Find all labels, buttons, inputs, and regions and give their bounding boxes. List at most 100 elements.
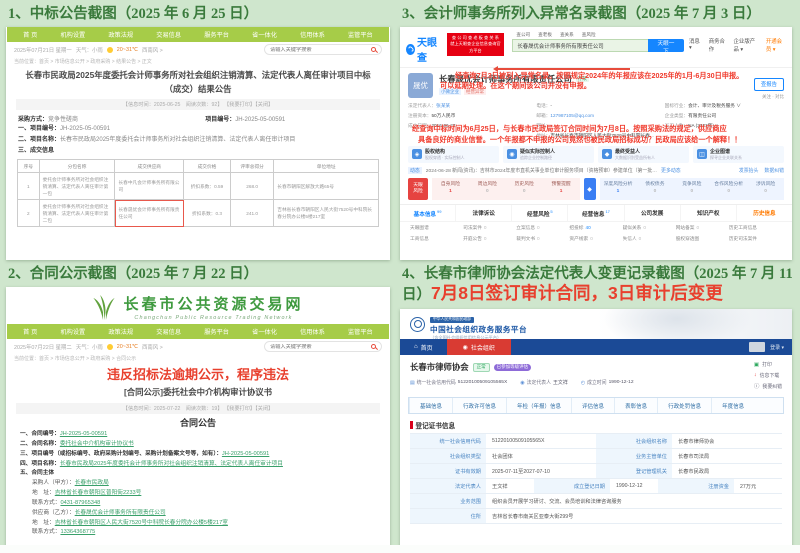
contract-line-value[interactable]: 吉林省长春市朝阳区普阳街2233号: [54, 490, 142, 497]
risk-cell[interactable]: 债权债务 0: [645, 182, 665, 195]
company-tab[interactable]: 经营信息17: [567, 205, 623, 222]
org-tab[interactable]: 行政处罚信息: [657, 398, 711, 413]
nav-item[interactable]: 政策法规: [108, 329, 134, 337]
detail-grid-item[interactable]: 开庭公告 0: [463, 236, 487, 242]
detail-grid-item[interactable]: 司法案件 0: [463, 225, 487, 231]
feature-card[interactable]: ◈ 股权结构 股权穿透 · 实际控制人: [408, 145, 499, 164]
company-tab[interactable]: 法律诉讼: [455, 205, 511, 222]
nav-item[interactable]: 首 页: [23, 329, 38, 337]
detail-grid-item[interactable]: 立案信息 0: [516, 225, 540, 231]
news-right-link[interactable]: 发票抬头: [738, 169, 759, 175]
report-button[interactable]: 查报告: [753, 77, 784, 91]
detail-grid-item[interactable]: 裁判文书 0: [516, 236, 540, 242]
detail-grid-item[interactable]: 工商信息: [410, 236, 429, 242]
search-tab[interactable]: 查老板: [538, 32, 552, 38]
login-link[interactable]: 登录 ▾: [770, 344, 784, 351]
contract-line-value[interactable]: 长春市民政局: [74, 480, 109, 487]
org-tab[interactable]: 年检（年报）信息: [506, 398, 571, 413]
risk-cell[interactable]: 深度风险分析 1: [603, 182, 633, 195]
risk-cell[interactable]: 周边风险 0: [477, 182, 497, 195]
detail-grid-item[interactable]: 失信人 0: [622, 236, 642, 242]
search-icon[interactable]: [371, 344, 376, 350]
field-row: 法定代表人 王文祥 成立登记日期 1990-12-12 注册资金 27万元: [410, 479, 782, 494]
search-box-small[interactable]: [749, 342, 766, 352]
risk-cell[interactable]: 自身风险 1: [440, 182, 461, 195]
company-tab[interactable]: 经营风险5: [511, 205, 567, 222]
side-action[interactable]: ⓘ 我要纠错: [753, 384, 782, 390]
detail-grid-item[interactable]: 招投标 40: [569, 225, 591, 231]
nav-item[interactable]: 机构设置: [60, 329, 86, 337]
nav-home[interactable]: ⌂ 首页: [414, 344, 433, 352]
search-input[interactable]: [270, 46, 368, 53]
feature-card[interactable]: ◫ 企业图谱 探寻企业关联关系: [693, 145, 784, 164]
nav-item[interactable]: 信用体系: [300, 329, 325, 337]
org-tab[interactable]: 基础信息: [409, 398, 452, 413]
search-tab[interactable]: 查关系: [559, 32, 574, 38]
follow-compare-links[interactable]: 关注 · 对比: [762, 94, 784, 100]
org-tab[interactable]: 表彰信息: [614, 398, 657, 413]
company-tab[interactable]: 公司发展: [623, 205, 680, 222]
nav-item[interactable]: 交易信息: [156, 329, 182, 337]
nav-item[interactable]: 服务平台: [204, 329, 229, 337]
risk-cell[interactable]: 涉诉风险 0: [755, 182, 776, 195]
tyc-search-input[interactable]: [512, 39, 648, 53]
nav-social-org-active[interactable]: ◉ 社会组织: [446, 339, 511, 355]
contract-line-value[interactable]: 吉林省长春市朝阳区人民大街7520号中科院长春分院办公楼5楼217室: [54, 519, 228, 526]
risk-cell[interactable]: 历史风险 0: [514, 182, 534, 195]
side-action[interactable]: ↓ 信息下载: [753, 372, 780, 379]
nav-item[interactable]: 监管平台: [347, 32, 373, 40]
nav-item[interactable]: 服务平台: [204, 32, 229, 40]
feature-card[interactable]: ◆ 最终受益人 大数据识别受益所有人: [598, 145, 689, 164]
tyc-search-button[interactable]: 天眼一下: [647, 39, 684, 55]
contract-line-value[interactable]: 长春晟优会计师事务所有限责任公司: [74, 509, 166, 516]
nav-item[interactable]: 交易信息: [156, 32, 182, 40]
detail-grid-item[interactable]: 历史工商信息: [728, 225, 757, 231]
detail-grid-item[interactable]: 历史司法案件: [728, 236, 757, 242]
header-link[interactable]: 商务合作: [708, 39, 725, 54]
contract-line-value[interactable]: 13364368775: [60, 529, 96, 536]
detail-grid-item[interactable]: 网站备案 0: [675, 225, 700, 231]
feature-card[interactable]: ◉ 疑似实际控制人 追踪企业控制路径: [503, 145, 594, 164]
detail-grid-item[interactable]: 股权穿透图: [675, 236, 700, 242]
contract-line-value[interactable]: JH-2025-05-00591: [59, 431, 108, 438]
nav-item[interactable]: 政策法规: [108, 32, 134, 40]
contract-line-value[interactable]: JH-2025-05-00591: [221, 450, 270, 457]
nav-item[interactable]: 省一体化: [252, 329, 277, 337]
nav-item[interactable]: 首 页: [23, 32, 38, 40]
nav-item[interactable]: 机构设置: [60, 32, 86, 40]
detail-grid-item[interactable]: 资产线索 0: [569, 236, 593, 242]
side-action[interactable]: ▣ 打印: [753, 361, 772, 369]
search-input[interactable]: [270, 343, 368, 350]
risk-cell[interactable]: 合作风险分析 0: [714, 182, 744, 195]
risk-cell[interactable]: 预警提醒 1: [551, 182, 571, 195]
company-name[interactable]: 长春晟优会计师事务所有限责任公司: [439, 74, 572, 85]
contract-line-value[interactable]: 长春市民政局2025年度委托会计师事务所对社会组织注销清算、法定代表人离任审计项…: [59, 460, 283, 467]
search-box[interactable]: [264, 44, 382, 56]
header-link[interactable]: 企业版产品 ▾: [733, 39, 756, 54]
nav-item[interactable]: 信用体系: [300, 32, 325, 40]
contract-line-value[interactable]: 0431-87965348: [60, 499, 101, 506]
risk-cell[interactable]: 竞争风险 0: [682, 182, 702, 195]
nav-item[interactable]: 监管平台: [347, 329, 373, 337]
company-tab[interactable]: 基本信息99: [413, 208, 442, 218]
date-text: 2025年07月21日 星期一: [14, 47, 72, 54]
header-link[interactable]: 消息 ▾: [688, 39, 700, 52]
nav-item[interactable]: 省一体化: [252, 32, 277, 40]
search-tab[interactable]: 查公司: [516, 32, 531, 38]
news-more-link[interactable]: 更多动态: [661, 169, 681, 175]
search-tab[interactable]: 查风险: [581, 32, 596, 38]
search-box[interactable]: [264, 341, 382, 353]
detail-grid-item[interactable]: 天眼图谱: [410, 225, 429, 231]
org-tab[interactable]: 行政许可信息: [452, 398, 506, 413]
header-link[interactable]: 开通会员 ▾: [765, 39, 783, 54]
tyc-logo[interactable]: 天眼查: [406, 31, 442, 64]
detail-grid-item[interactable]: 疑似关系 0: [622, 225, 646, 231]
company-tab[interactable]: 知识产权: [679, 205, 736, 222]
company-tab[interactable]: 历史信息: [735, 205, 792, 222]
search-icon[interactable]: [371, 47, 376, 53]
org-tab[interactable]: 年度信息: [711, 398, 754, 413]
org-tab[interactable]: 评估信息: [571, 398, 614, 413]
news-right-link[interactable]: 数据纠错: [764, 169, 784, 175]
contract-line: 地 址：吉林省长春市朝阳区普阳街2233号: [32, 490, 142, 497]
contract-line-value[interactable]: 委托社会中介机构审计协议书: [59, 440, 134, 447]
